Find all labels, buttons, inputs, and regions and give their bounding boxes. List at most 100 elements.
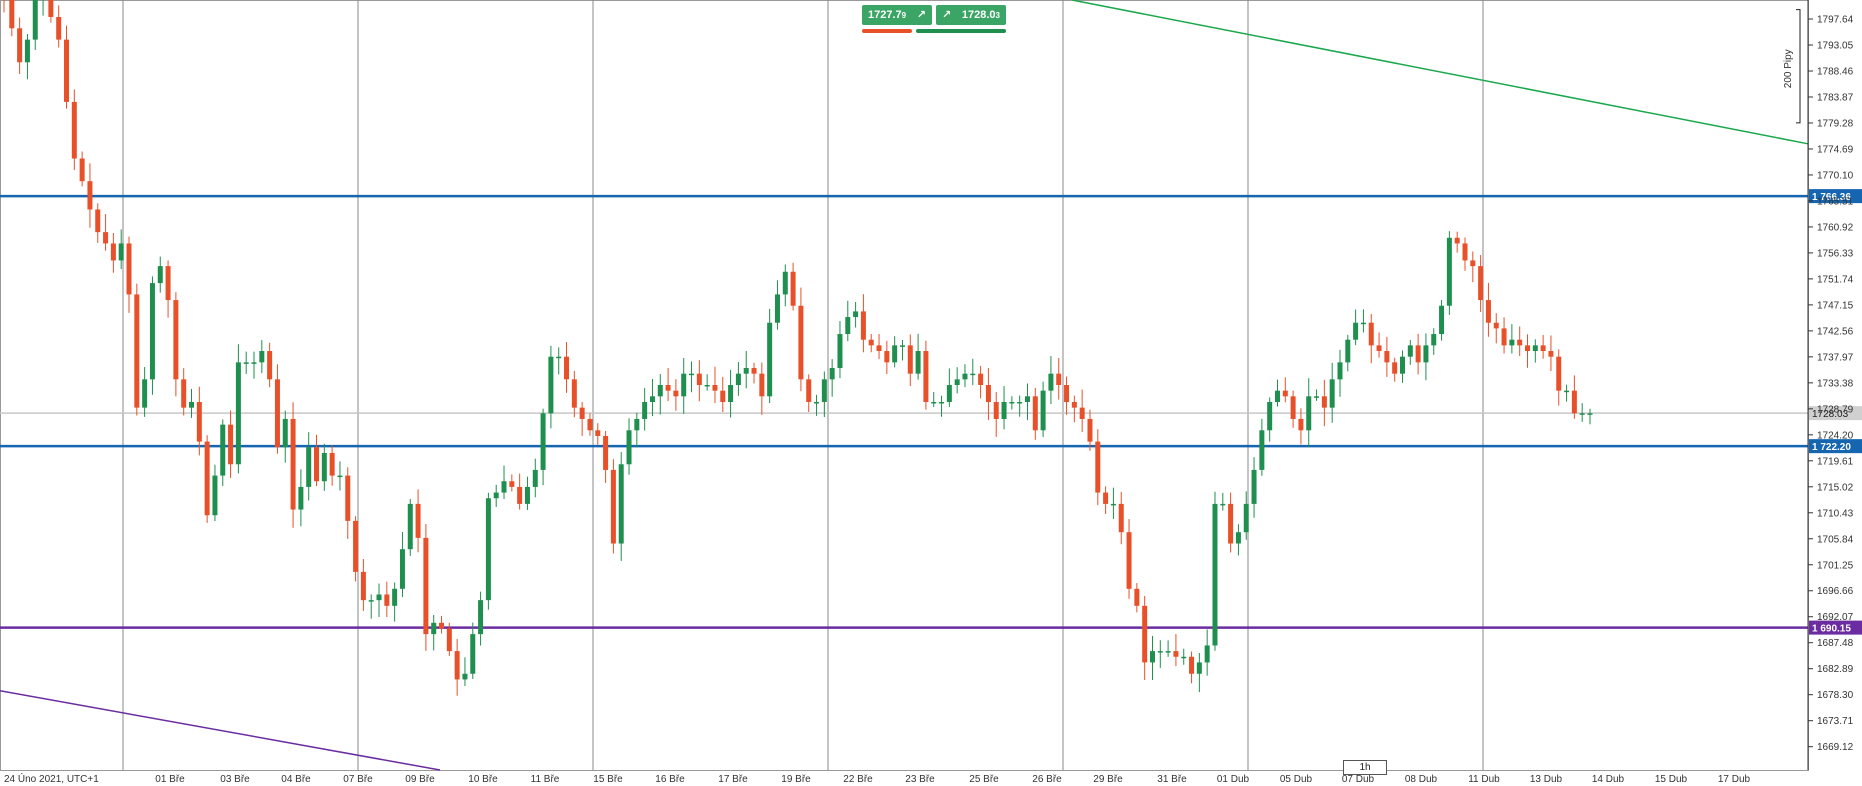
candle-body xyxy=(1345,339,1351,363)
plot-border xyxy=(0,0,1809,771)
bearish-candle xyxy=(1103,486,1109,514)
timeframe-selector[interactable]: 1h xyxy=(1343,760,1387,775)
bullish-candle xyxy=(1157,640,1163,668)
candle-body xyxy=(1087,418,1093,442)
bearish-candle xyxy=(1524,334,1530,368)
candle-body xyxy=(1243,503,1249,533)
x-tick-label: 16 Bře xyxy=(655,774,685,785)
bullish-candle xyxy=(821,371,827,417)
bearish-candle xyxy=(665,367,671,402)
candle-body xyxy=(931,401,937,404)
x-tick-label: 10 Bře xyxy=(468,774,498,785)
bearish-candle xyxy=(9,0,15,37)
buy-button[interactable]: ↗ 1728.03 xyxy=(936,5,1006,25)
level-price-label: 1 766.36 xyxy=(1812,192,1851,203)
candle-body xyxy=(1392,362,1398,374)
bullish-candle xyxy=(157,256,163,293)
bearish-candle xyxy=(720,376,726,413)
y-tick-label: 1765.51 xyxy=(1817,196,1854,207)
candle-body xyxy=(290,418,296,510)
purple-trend-line xyxy=(0,689,441,771)
bearish-candle xyxy=(103,214,109,251)
bearish-candle xyxy=(126,236,132,313)
candle-body xyxy=(673,390,679,397)
candle-body xyxy=(556,356,562,359)
candle-body xyxy=(1376,345,1382,352)
candle-body xyxy=(243,362,249,364)
candle-body xyxy=(220,424,226,476)
y-tick-label: 1774.69 xyxy=(1817,144,1854,155)
candle-body xyxy=(1079,407,1085,419)
bearish-candle xyxy=(884,340,890,375)
bullish-candle xyxy=(259,340,265,374)
x-tick-label: 08 Dub xyxy=(1405,774,1438,785)
bullish-candle xyxy=(42,0,44,16)
candle-body xyxy=(157,266,163,284)
x-tick-label: 07 Dub xyxy=(1342,774,1375,785)
bearish-candle xyxy=(907,334,913,387)
bearish-candle xyxy=(868,333,874,353)
bearish-candle xyxy=(993,392,999,437)
candle-body xyxy=(478,600,484,635)
bearish-candle xyxy=(1556,349,1562,406)
candle-body xyxy=(376,594,382,601)
bullish-candle xyxy=(1196,652,1202,693)
level-price-label: 1 722.20 xyxy=(1812,442,1851,453)
bearish-candle xyxy=(673,379,679,411)
candle-body xyxy=(595,430,601,436)
candle-body xyxy=(345,475,351,521)
candle-body xyxy=(642,401,648,419)
sell-button[interactable]: 1727.79 ↗ xyxy=(862,5,932,25)
bullish-candle xyxy=(235,344,241,474)
x-tick-label: 23 Bře xyxy=(905,774,935,785)
price-axis: 1797.64 1793.05 1788.46 1783.87 1779.28 1774.… xyxy=(1807,0,1854,770)
bearish-candle xyxy=(1134,583,1140,613)
bullish-candle xyxy=(931,391,937,407)
candle-body xyxy=(126,243,132,295)
bullish-candle xyxy=(1149,635,1155,681)
y-tick-label: 1724.20 xyxy=(1817,430,1854,441)
bullish-candle xyxy=(407,499,413,556)
candle-body xyxy=(439,622,445,629)
candle-body xyxy=(251,362,257,364)
y-tick-label: 1760.92 xyxy=(1817,222,1854,233)
y-tick-label: 1751.74 xyxy=(1817,274,1854,285)
candle-body xyxy=(1220,503,1226,506)
bullish-candle xyxy=(524,476,530,510)
bearish-candle xyxy=(87,163,93,228)
candle-body xyxy=(384,594,390,606)
bullish-candle xyxy=(548,345,554,429)
candle-body xyxy=(1439,305,1445,335)
candle-body xyxy=(1009,401,1015,404)
y-tick-label: 1797.64 xyxy=(1817,15,1854,26)
candle-body xyxy=(1524,345,1530,352)
bullish-candle xyxy=(298,469,304,527)
scale-bracket: 200 Pipy xyxy=(1783,9,1801,124)
candle-body xyxy=(1571,390,1577,414)
bearish-candle xyxy=(329,445,335,486)
y-tick-label: 1779.28 xyxy=(1817,118,1854,129)
bullish-candle xyxy=(649,378,655,417)
candle-body xyxy=(1103,492,1109,504)
bullish-candle xyxy=(1017,395,1023,417)
candle-body xyxy=(118,243,124,261)
y-tick-label: 1669.12 xyxy=(1817,742,1854,753)
candle-body xyxy=(532,469,538,487)
bearish-candle xyxy=(1462,237,1468,271)
candle-body xyxy=(1353,322,1359,340)
candle-body xyxy=(806,379,812,402)
candle-body xyxy=(782,271,788,295)
x-tick-label: 07 Bře xyxy=(343,774,373,785)
y-tick-label: 1701.25 xyxy=(1817,560,1854,571)
bullish-candle xyxy=(1587,408,1593,425)
bearish-candle xyxy=(1118,491,1124,545)
candle-body xyxy=(267,351,273,380)
candle-body xyxy=(759,373,765,397)
candle-body xyxy=(282,418,288,448)
candle-body xyxy=(64,39,70,102)
bearish-candle xyxy=(696,360,702,402)
bearish-candle xyxy=(1517,326,1523,357)
candle-body xyxy=(790,271,796,306)
y-tick-label: 1673.71 xyxy=(1817,716,1854,727)
